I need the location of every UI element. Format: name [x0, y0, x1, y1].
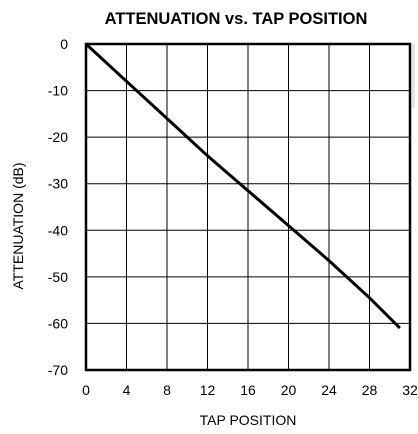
y-axis-ticks: 0 -10 -20 -30 -40 -50 -60 -70 — [48, 36, 68, 378]
x-tick-label: 12 — [200, 382, 216, 398]
y-tick-label: -20 — [48, 129, 68, 145]
side-mark — [412, 44, 415, 108]
x-tick-label: 32 — [402, 382, 418, 398]
series-line-0 — [84, 42, 401, 330]
series-layer — [84, 42, 401, 330]
y-tick-label: -60 — [48, 315, 68, 331]
y-tick-label: -30 — [48, 176, 68, 192]
x-tick-label: 16 — [240, 382, 256, 398]
x-axis-ticks: 0 4 8 12 16 20 24 28 32 — [82, 382, 418, 398]
x-tick-label: 20 — [281, 382, 297, 398]
y-axis-label: ATTENUATION (dB) — [10, 162, 26, 289]
y-tick-label: -70 — [48, 362, 68, 378]
y-tick-label: 0 — [60, 36, 68, 52]
y-tick-label: -50 — [48, 269, 68, 285]
x-tick-label: 24 — [321, 382, 337, 398]
chart-title: ATTENUATION vs. TAP POSITION — [105, 10, 368, 28]
x-tick-label: 28 — [362, 382, 378, 398]
y-tick-label: -40 — [48, 222, 68, 238]
x-tick-label: 8 — [163, 382, 171, 398]
grid — [86, 44, 410, 370]
x-tick-label: 0 — [82, 382, 90, 398]
plot-frame — [84, 42, 412, 372]
y-tick-label: -10 — [48, 83, 68, 99]
x-axis-label: TAP POSITION — [200, 412, 297, 428]
x-tick-label: 4 — [123, 382, 131, 398]
